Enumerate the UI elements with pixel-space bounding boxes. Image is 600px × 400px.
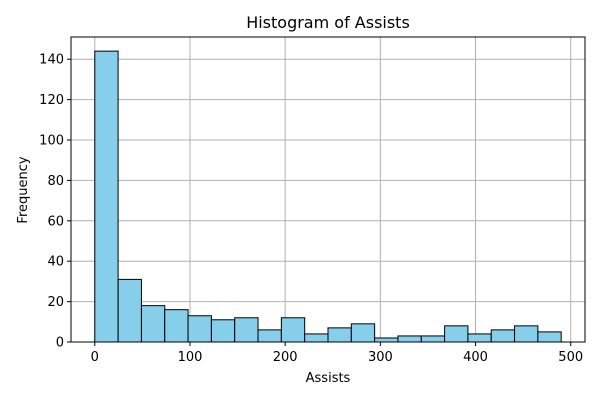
histogram-bar	[537, 331, 562, 343]
histogram-bar	[140, 305, 166, 343]
histogram-bar	[444, 325, 469, 343]
histogram-bar	[397, 335, 422, 343]
axes: 0 100 200 300 400 500 0 20 40 60 80 100 120 140	[39, 36, 586, 365]
histogram-bar	[280, 317, 306, 343]
y-tick-label: 140	[39, 53, 64, 68]
x-tick-label: 0	[91, 350, 99, 365]
histogram-bar	[490, 329, 516, 343]
histogram-bar	[327, 327, 352, 343]
x-tick-label: 400	[463, 350, 488, 365]
histogram-bar	[187, 315, 212, 343]
histogram-bar	[94, 50, 119, 343]
y-tick-label: 60	[47, 214, 64, 229]
y-tick-label: 100	[39, 134, 64, 149]
histogram-bar	[117, 278, 142, 343]
y-tick-label: 0	[56, 336, 64, 351]
x-axis-label: Assists	[306, 371, 351, 386]
histogram-bar	[374, 337, 399, 343]
x-tick-label: 100	[178, 350, 203, 365]
histogram-bar	[514, 325, 539, 343]
y-axis-label: Frequency	[16, 156, 31, 223]
plot-frame	[70, 36, 586, 343]
y-tick-label: 80	[47, 174, 64, 189]
histogram-bar	[234, 317, 259, 343]
y-tick-label: 120	[39, 93, 64, 108]
histogram-bar	[304, 333, 329, 343]
x-tick-label: 300	[368, 350, 393, 365]
y-tick-label: 40	[47, 255, 64, 270]
histogram-bars	[94, 50, 562, 343]
histogram-bar	[164, 309, 189, 343]
histogram-bar	[210, 319, 236, 343]
histogram-bar	[350, 323, 376, 343]
chart-title: Histogram of Assists	[246, 13, 410, 32]
histogram-bar	[420, 335, 446, 343]
x-tick-label: 500	[558, 350, 583, 365]
histogram-bar	[467, 333, 492, 343]
y-tick-label: 20	[47, 295, 64, 310]
histogram-bar	[257, 329, 282, 343]
grid-lines	[71, 37, 585, 343]
x-tick-label: 200	[273, 350, 298, 365]
